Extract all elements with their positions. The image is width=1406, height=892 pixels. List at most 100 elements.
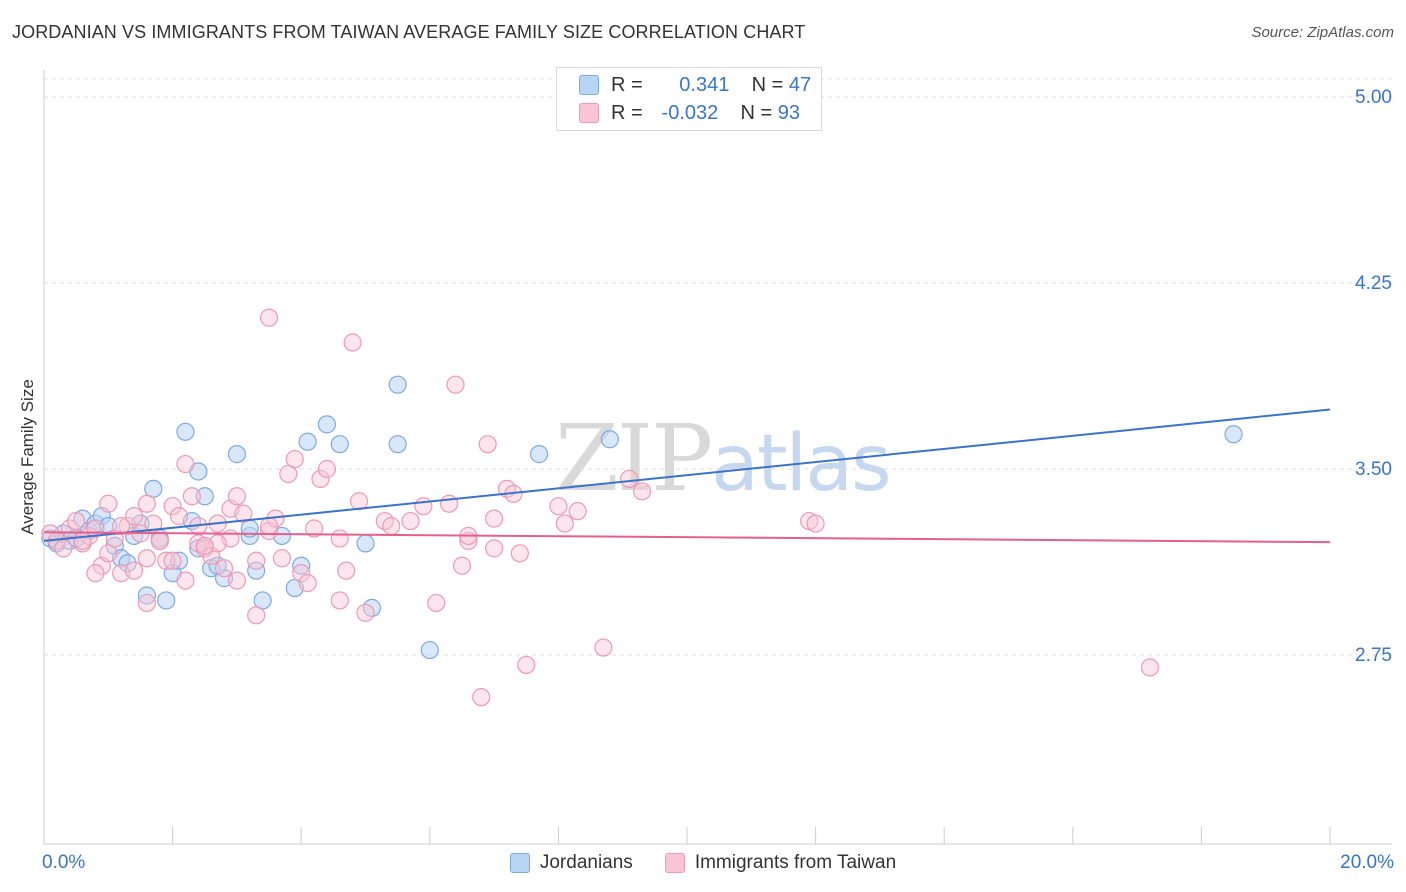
taiwan-point xyxy=(124,507,144,526)
taiwan-point xyxy=(401,511,420,531)
jordanian-point xyxy=(330,435,349,454)
taiwan-point xyxy=(517,655,536,675)
jordanian-point xyxy=(530,445,549,464)
r-value: 0.341 xyxy=(679,73,730,96)
taiwan-point xyxy=(247,606,266,625)
taiwan-point xyxy=(137,494,156,513)
taiwan-point xyxy=(1140,658,1160,677)
series-legend: Jordanians Immigrants from Taiwan xyxy=(0,852,1406,874)
legend-label-taiwan: Immigrants from Taiwan xyxy=(694,852,897,873)
stats-legend: R = 0.341 N = 47 R = -0.032 N = 93 xyxy=(556,67,822,131)
taiwan-point xyxy=(594,638,613,657)
taiwan-point xyxy=(427,593,446,613)
taiwan-point xyxy=(304,519,324,538)
taiwan-point xyxy=(439,494,459,513)
taiwan-point xyxy=(510,544,529,563)
taiwan-point xyxy=(414,497,433,516)
trend-layer xyxy=(43,408,1331,544)
taiwan-point xyxy=(227,487,246,506)
taiwan-point xyxy=(259,308,279,327)
jordanian-point xyxy=(247,561,266,580)
taiwan-point xyxy=(330,591,349,610)
taiwan-point xyxy=(112,516,131,536)
grid-layer xyxy=(44,78,1392,656)
taiwan-point xyxy=(349,492,369,511)
taiwan-point xyxy=(182,487,201,506)
legend-item-jordanians[interactable]: Jordanians xyxy=(509,852,633,874)
y-tick-label: 2.75 xyxy=(1355,645,1392,666)
taiwan-point xyxy=(330,529,349,548)
taiwan-point xyxy=(137,549,156,568)
jordanian-point xyxy=(195,487,214,506)
taiwan-swatch xyxy=(579,103,599,123)
jordanian-point xyxy=(420,640,439,660)
taiwan-point xyxy=(620,469,639,489)
taiwan-point xyxy=(150,531,169,551)
taiwan-point xyxy=(632,482,652,501)
taiwan-point xyxy=(124,561,144,580)
taiwan-point xyxy=(67,511,86,531)
taiwan-point xyxy=(144,514,163,533)
taiwan-point xyxy=(806,514,825,533)
taiwan-point xyxy=(382,516,401,536)
x-tick-label-min: 0.0% xyxy=(42,852,86,873)
taiwan-point xyxy=(234,504,253,523)
taiwan-point xyxy=(356,603,375,622)
taiwan-point xyxy=(157,551,176,570)
axis-layer xyxy=(43,70,1392,845)
taiwan-point xyxy=(555,514,574,533)
taiwan-point xyxy=(343,333,362,352)
y-tick-label: 4.25 xyxy=(1355,273,1392,294)
tick-label-layer: 2.75 3.50 4.25 5.00 xyxy=(1355,87,1392,666)
jordanians-trend-line xyxy=(43,408,1331,542)
taiwan-point xyxy=(446,375,465,394)
stats-legend-row-jordanians: R = 0.341 N = 47 xyxy=(579,72,811,98)
x-tick-label-max: 20.0% xyxy=(1340,852,1394,873)
taiwan-point xyxy=(73,531,92,551)
taiwan-point xyxy=(478,435,497,454)
taiwan-point xyxy=(285,449,304,469)
taiwan-point xyxy=(298,573,317,593)
taiwan-point xyxy=(337,561,356,580)
jordanian-point xyxy=(388,435,407,454)
y-tick-label: 3.50 xyxy=(1355,459,1392,480)
jordanians-swatch xyxy=(579,75,599,95)
jordanian-point xyxy=(176,422,195,441)
n-value: 93 xyxy=(777,101,800,124)
legend-label-jordanians: Jordanians xyxy=(539,852,633,873)
jordanians-swatch xyxy=(509,853,530,873)
taiwan-point xyxy=(452,556,472,575)
r-label: R = xyxy=(611,101,643,124)
taiwan-point xyxy=(459,531,478,551)
jordanian-point xyxy=(1224,425,1243,444)
taiwan-point xyxy=(568,502,587,521)
taiwan-point xyxy=(99,494,118,513)
taiwan-point xyxy=(259,516,279,536)
taiwan-point xyxy=(169,507,189,526)
taiwan-point xyxy=(163,551,182,570)
taiwan-point xyxy=(272,549,292,568)
taiwan-point xyxy=(317,459,337,479)
r-value: -0.032 xyxy=(661,101,719,124)
n-value: 47 xyxy=(788,73,812,96)
jordanian-point xyxy=(169,551,189,570)
jordanian-point xyxy=(137,586,156,605)
r-label: R = xyxy=(611,73,643,96)
taiwan-point xyxy=(41,524,60,543)
jordanian-point xyxy=(157,591,176,610)
taiwan-trend-line xyxy=(43,531,1331,544)
taiwan-point xyxy=(163,497,182,516)
jordanian-point xyxy=(317,415,337,434)
legend-item-taiwan[interactable]: Immigrants from Taiwan xyxy=(664,852,897,874)
taiwan-point xyxy=(214,559,234,578)
points-layer xyxy=(41,308,1243,707)
jordanian-point xyxy=(298,432,317,451)
taiwan-point xyxy=(292,564,311,583)
taiwan-point xyxy=(176,454,195,474)
jordanian-point xyxy=(118,554,137,573)
taiwan-point xyxy=(549,497,568,516)
jordanian-point xyxy=(600,430,619,449)
taiwan-point xyxy=(195,536,214,555)
taiwan-point xyxy=(472,688,491,707)
